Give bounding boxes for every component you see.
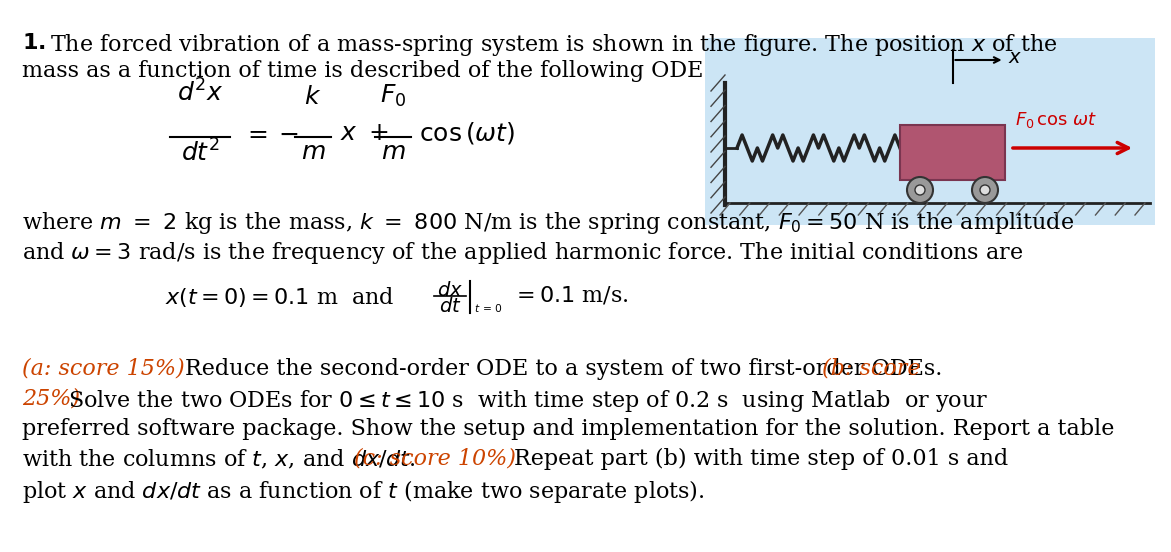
Circle shape bbox=[972, 177, 998, 203]
Text: preferred software package. Show the setup and implementation for the solution. : preferred software package. Show the set… bbox=[22, 418, 1115, 440]
Text: $m$: $m$ bbox=[301, 141, 326, 164]
Text: $= -$: $= -$ bbox=[244, 121, 299, 145]
Text: The forced vibration of a mass-spring system is shown in the figure. The positio: The forced vibration of a mass-spring sy… bbox=[50, 32, 1057, 58]
Text: Solve the two ODEs for $0 \leq t \leq 10$ s  with time step of 0.2 s  using Matl: Solve the two ODEs for $0 \leq t \leq 10… bbox=[68, 388, 988, 414]
Text: with the columns of $t$, $x$, and $dx/dt$.: with the columns of $t$, $x$, and $dx/dt… bbox=[22, 448, 416, 471]
Text: $d^2x$: $d^2x$ bbox=[177, 80, 224, 107]
Text: $\bf{1.}$: $\bf{1.}$ bbox=[22, 32, 46, 54]
Text: $dt^2$: $dt^2$ bbox=[180, 139, 219, 166]
Bar bbox=[705, 38, 1155, 225]
Text: $= 0.1$ m/s.: $= 0.1$ m/s. bbox=[512, 285, 629, 307]
Text: $x\ +$: $x\ +$ bbox=[340, 121, 389, 145]
Text: $_{t\,=\,0}$: $_{t\,=\,0}$ bbox=[474, 301, 504, 315]
Text: $F_0\,\cos\,\omega t$: $F_0\,\cos\,\omega t$ bbox=[1015, 110, 1097, 130]
Text: $F_0$: $F_0$ bbox=[379, 83, 406, 109]
Text: Reduce the second-order ODE to a system of two first-order ODEs.: Reduce the second-order ODE to a system … bbox=[185, 358, 943, 380]
Bar bbox=[900, 125, 1005, 180]
Text: 25%): 25%) bbox=[22, 388, 80, 410]
Text: plot $x$ and $dx/dt$ as a function of $t$ (make two separate plots).: plot $x$ and $dx/dt$ as a function of $t… bbox=[22, 478, 705, 505]
Text: $x(t = 0) = 0.1$ m  and: $x(t = 0) = 0.1$ m and bbox=[165, 285, 395, 309]
Text: (a: score 15%): (a: score 15%) bbox=[22, 358, 185, 380]
Text: $m$: $m$ bbox=[381, 141, 405, 164]
Circle shape bbox=[915, 185, 925, 195]
Text: where $m\ =\ 2$ kg is the mass, $k\ =\ 800$ N/m is the spring constant, $F_0 = 5: where $m\ =\ 2$ kg is the mass, $k\ =\ 8… bbox=[22, 210, 1074, 236]
Text: mass as a function of time is described of the following ODE: mass as a function of time is described … bbox=[22, 60, 704, 82]
Circle shape bbox=[980, 185, 989, 195]
Text: $\mathrm{cos}\,(\omega t)$: $\mathrm{cos}\,(\omega t)$ bbox=[419, 120, 515, 146]
Text: $dx$: $dx$ bbox=[437, 281, 463, 300]
Text: $k$: $k$ bbox=[304, 86, 322, 109]
Text: and $\omega = 3$ rad/s is the frequency of the applied harmonic force. The initi: and $\omega = 3$ rad/s is the frequency … bbox=[22, 240, 1023, 266]
Text: (b: score: (b: score bbox=[822, 358, 920, 380]
Text: Repeat part (b) with time step of 0.01 s and: Repeat part (b) with time step of 0.01 s… bbox=[514, 448, 1008, 470]
Text: (c: score 10%): (c: score 10%) bbox=[354, 448, 516, 470]
Text: $x$: $x$ bbox=[1008, 49, 1022, 67]
Circle shape bbox=[908, 177, 933, 203]
Text: $dt$: $dt$ bbox=[439, 297, 461, 316]
